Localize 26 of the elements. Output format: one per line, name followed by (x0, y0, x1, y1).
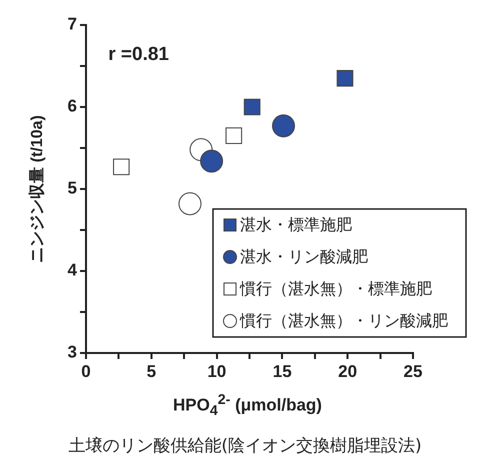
x-tick-label: 10 (207, 362, 226, 381)
point (272, 114, 296, 138)
x-tick-label: 20 (338, 362, 358, 381)
annotation: r =0.81 (108, 44, 170, 65)
point (178, 192, 202, 216)
y-tick-label: 3 (68, 342, 77, 362)
text: 土壌のリン酸供給能(陰イオン交換樹脂埋設法) (67, 435, 423, 457)
legend-label: 湛水・標準施肥 (240, 215, 352, 234)
point (226, 127, 242, 144)
legend-label: 慣行（湛水無）・標準施肥 (239, 279, 432, 298)
point (244, 98, 260, 116)
x-tick-label: 15 (272, 362, 292, 381)
y-tick-label: 6 (68, 96, 77, 116)
point (113, 158, 130, 176)
y-tick-label: 5 (68, 178, 77, 198)
y-tick-label: 7 (68, 14, 77, 34)
x-tick-label: 0 (81, 362, 91, 381)
y-tick-label: 4 (68, 260, 78, 280)
legend-label: 湛水・リン酸減肥 (240, 247, 368, 266)
legend-label: 慣行（湛水無）・リン酸減肥 (239, 311, 448, 330)
y-axis-title: ニンジン収量 (t/10a) (28, 115, 46, 263)
x-tick-label: 5 (146, 362, 156, 381)
point (336, 70, 354, 87)
x-tick-label: 25 (404, 362, 422, 381)
x-axis-title: HPO$_{4}$$^{2-}$ (μmol/bag) (172, 392, 323, 420)
point (200, 150, 224, 173)
